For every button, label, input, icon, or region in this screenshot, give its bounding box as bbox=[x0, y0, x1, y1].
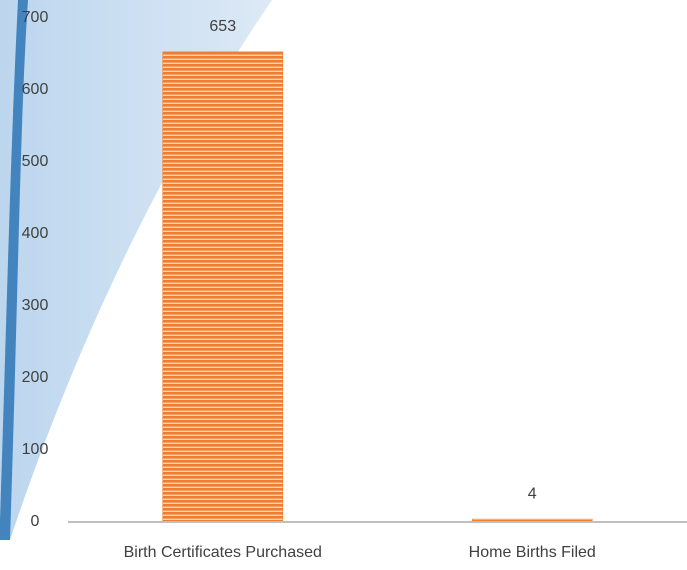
y-tick-label: 400 bbox=[22, 225, 49, 242]
y-tick-label: 200 bbox=[22, 369, 49, 386]
y-tick-label: 600 bbox=[22, 81, 49, 98]
x-tick-label: Birth Certificates Purchased bbox=[124, 544, 322, 561]
y-tick-label: 300 bbox=[22, 297, 49, 314]
data-label: 653 bbox=[209, 18, 236, 35]
data-label: 4 bbox=[528, 485, 537, 502]
background-swoosh bbox=[0, 0, 272, 540]
y-tick-label: 500 bbox=[22, 153, 49, 170]
y-tick-label: 700 bbox=[22, 9, 49, 26]
bar bbox=[162, 51, 284, 523]
y-tick-label: 100 bbox=[22, 441, 49, 458]
y-tick-label: 0 bbox=[31, 513, 40, 530]
background-swoosh-edge bbox=[0, 0, 28, 540]
x-tick-label: Home Births Filed bbox=[469, 544, 596, 561]
